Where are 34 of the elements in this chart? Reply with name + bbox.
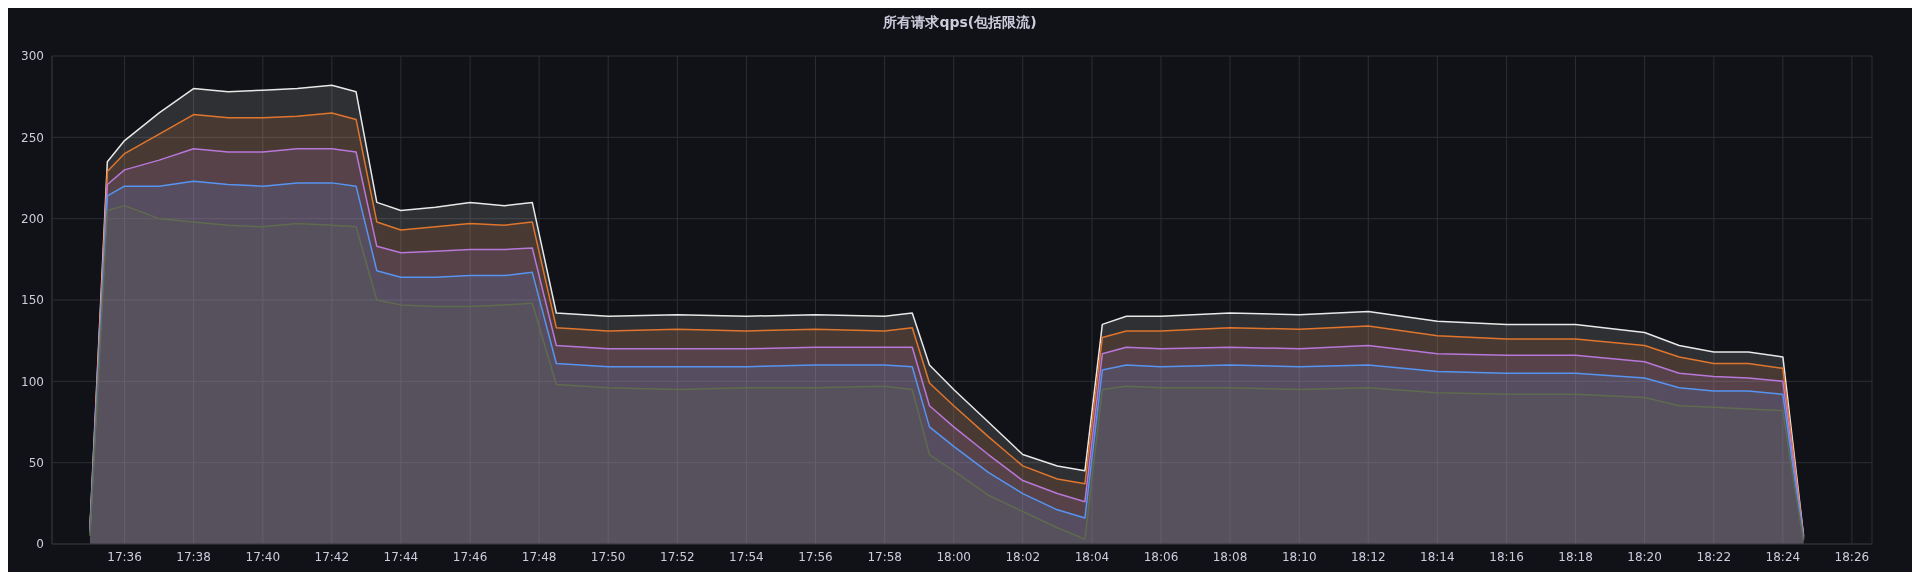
x-tick-label: 18:04 xyxy=(1074,549,1110,564)
y-tick-label: 150 xyxy=(21,293,44,308)
x-tick-label: 17:36 xyxy=(107,549,142,564)
y-tick-label: 50 xyxy=(28,455,44,470)
y-tick-label: 250 xyxy=(21,130,44,145)
x-tick-label: 18:14 xyxy=(1420,549,1455,564)
x-tick-label: 17:58 xyxy=(867,549,902,564)
x-tick-label: 18:10 xyxy=(1281,549,1317,564)
x-tick-label: 18:20 xyxy=(1627,549,1662,564)
x-tick-label: 18:22 xyxy=(1696,549,1732,564)
x-tick-label: 17:42 xyxy=(314,549,350,564)
x-tick-label: 17:52 xyxy=(660,549,695,564)
x-tick-label: 17:44 xyxy=(383,549,419,564)
x-tick-label: 18:18 xyxy=(1558,549,1593,564)
x-tick-label: 17:46 xyxy=(452,549,488,564)
x-tick-label: 17:40 xyxy=(245,549,281,564)
x-tick-label: 18:26 xyxy=(1834,549,1870,564)
x-tick-label: 18:16 xyxy=(1489,549,1524,564)
x-tick-label: 18:06 xyxy=(1143,549,1179,564)
x-tick-label: 18:02 xyxy=(1005,549,1041,564)
x-tick-label: 18:24 xyxy=(1765,549,1801,564)
x-tick-label: 17:48 xyxy=(521,549,557,564)
x-tick-label: 17:38 xyxy=(176,549,211,564)
y-tick-label: 200 xyxy=(21,211,44,226)
x-tick-label: 17:54 xyxy=(729,549,764,564)
x-tick-label: 17:56 xyxy=(798,549,833,564)
x-tick-label: 18:12 xyxy=(1350,549,1386,564)
y-tick-label: 100 xyxy=(21,374,44,389)
x-tick-label: 17:50 xyxy=(590,549,626,564)
y-tick-label: 300 xyxy=(21,49,44,64)
x-tick-label: 18:08 xyxy=(1212,549,1248,564)
chart-title: 所有请求qps(包括限流) xyxy=(882,13,1038,32)
y-tick-label: 0 xyxy=(36,537,44,552)
x-tick-label: 18:00 xyxy=(936,549,972,564)
